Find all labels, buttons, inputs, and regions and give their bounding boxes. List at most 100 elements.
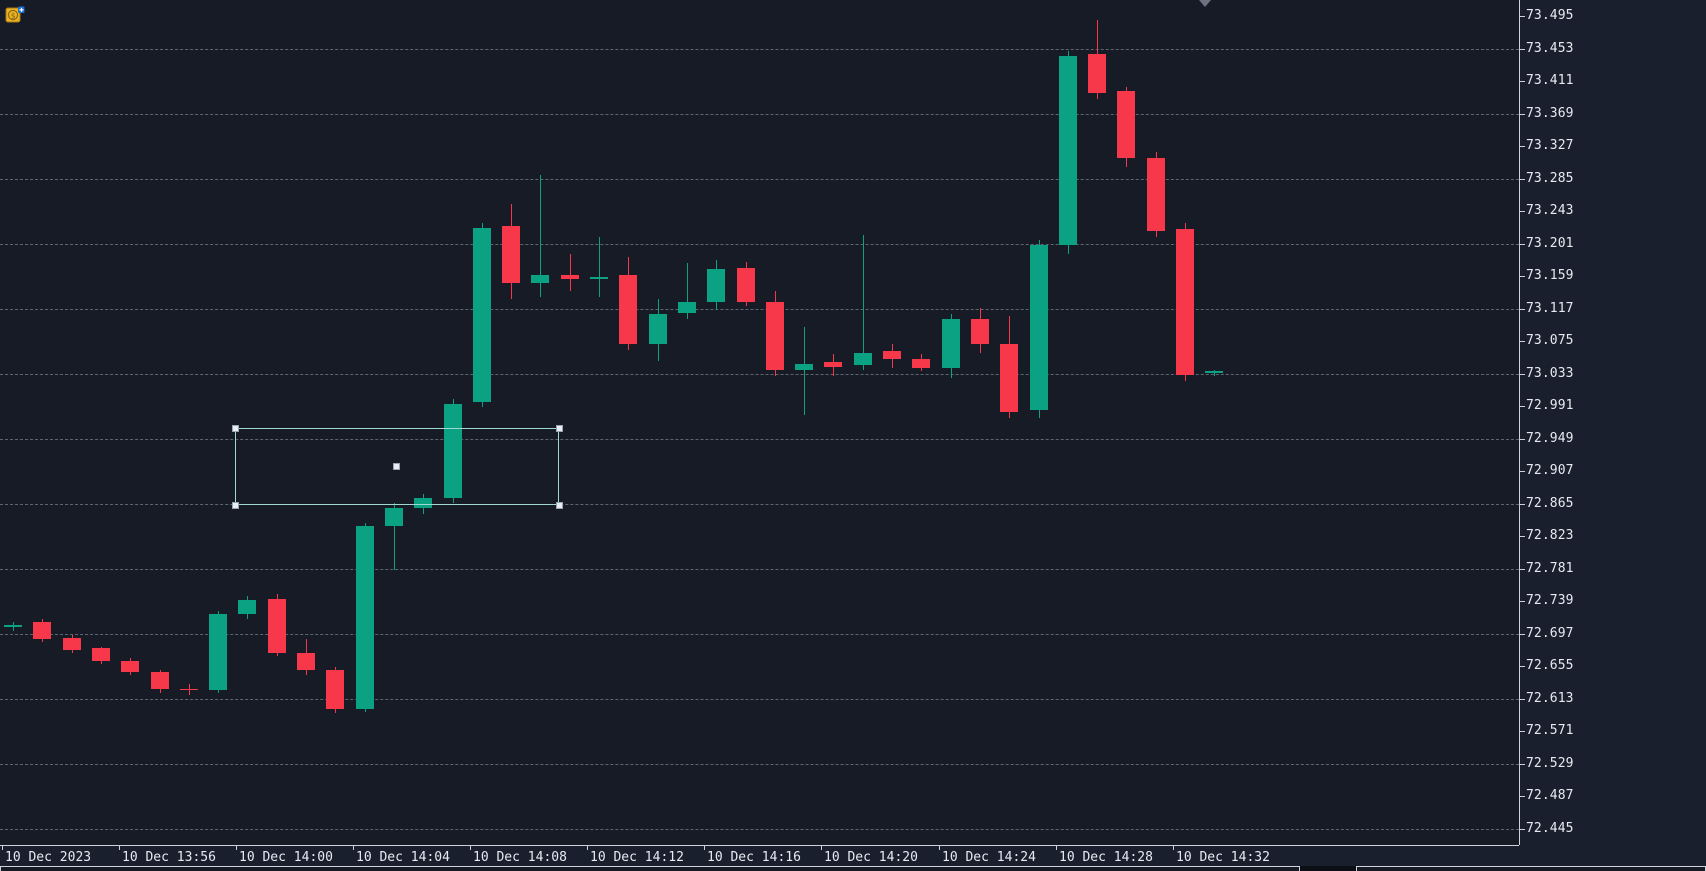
price-tick	[1519, 438, 1525, 440]
price-tick	[1519, 81, 1525, 83]
bottom-panel-left[interactable]	[0, 866, 1300, 871]
selection-handle-middle-inner[interactable]	[393, 463, 400, 470]
time-tick-label: 10 Dec 14:00	[239, 850, 333, 865]
price-tick-label: 72.445	[1526, 820, 1574, 836]
add-order-icon[interactable]: $	[5, 5, 25, 25]
price-tick-label: 72.907	[1526, 463, 1574, 479]
selection-handle-top-left[interactable]	[232, 425, 239, 432]
chart-plot-area[interactable]: $	[0, 0, 1519, 845]
candle-body	[766, 301, 784, 370]
price-tick	[1519, 16, 1525, 18]
candle-body	[619, 275, 637, 344]
price-tick-label: 73.495	[1526, 8, 1574, 24]
candle-body	[473, 227, 491, 403]
candle-body	[590, 277, 608, 279]
time-tick-label: 10 Dec 14:32	[1176, 850, 1270, 865]
candle-body	[1117, 91, 1135, 158]
price-tick-label: 72.949	[1526, 430, 1574, 446]
candle-body	[912, 359, 930, 369]
selection-handle-top-right[interactable]	[556, 425, 563, 432]
price-tick	[1519, 146, 1525, 148]
price-tick	[1519, 308, 1525, 310]
price-tick-label: 72.613	[1526, 690, 1574, 706]
price-tick-label: 73.117	[1526, 300, 1574, 316]
gridline	[0, 48, 1519, 50]
candle-body	[297, 653, 315, 671]
candle-body	[1088, 54, 1106, 93]
candle-body	[33, 622, 51, 640]
selection-handle-bottom-right[interactable]	[556, 502, 563, 509]
bottom-panel-right[interactable]	[1356, 866, 1706, 871]
price-tick	[1519, 763, 1525, 765]
gridline	[0, 178, 1519, 180]
price-tick	[1519, 48, 1525, 50]
price-tick-label: 72.487	[1526, 788, 1574, 804]
price-tick	[1519, 828, 1525, 830]
candle-wick	[1214, 369, 1215, 377]
candle-body	[1205, 371, 1223, 373]
gridline	[0, 373, 1519, 375]
gridline	[0, 503, 1519, 505]
candle-body	[414, 498, 432, 508]
gridline	[0, 113, 1519, 115]
candle-body	[502, 225, 520, 284]
candle-body	[385, 507, 403, 527]
price-tick-label: 72.865	[1526, 495, 1574, 511]
price-axis[interactable]: 73.495 73.453 73.411 73.369 73.327 73.285 73.2…	[1519, 0, 1706, 845]
candle-body	[824, 362, 842, 367]
candle-body	[121, 660, 139, 672]
candle-body	[531, 275, 549, 284]
time-tick	[2, 845, 3, 850]
price-tick-label: 73.453	[1526, 40, 1574, 56]
candle-wick	[804, 326, 805, 415]
time-tick	[470, 845, 471, 850]
price-tick-label: 72.991	[1526, 398, 1574, 414]
price-tick-label: 73.201	[1526, 235, 1574, 251]
time-tick	[236, 845, 237, 850]
time-tick-label: 10 Dec 14:24	[942, 850, 1036, 865]
candle-body	[92, 648, 110, 661]
candle-body	[883, 351, 901, 360]
price-tick-label: 72.823	[1526, 528, 1574, 544]
candle-body	[238, 600, 256, 615]
candle-body	[444, 403, 462, 499]
time-tick	[1056, 845, 1057, 850]
candle-wick	[13, 622, 14, 632]
candle-body	[649, 314, 667, 344]
price-tick-label: 73.243	[1526, 203, 1574, 219]
gridline	[0, 698, 1519, 700]
price-tick-label: 72.571	[1526, 723, 1574, 739]
selection-rectangle[interactable]	[232, 425, 563, 509]
time-tick-label: 10 Dec 14:28	[1059, 850, 1153, 865]
price-tick	[1519, 406, 1525, 408]
time-axis-line	[0, 845, 1519, 846]
candle-body	[707, 269, 725, 302]
chart-top-marker-icon[interactable]	[1199, 0, 1211, 7]
selection-handle-bottom-left[interactable]	[232, 502, 239, 509]
svg-text:$: $	[11, 11, 16, 20]
time-tick-label: 10 Dec 14:16	[707, 850, 801, 865]
time-tick	[587, 845, 588, 850]
time-tick-label: 10 Dec 14:12	[590, 850, 684, 865]
time-tick	[353, 845, 354, 850]
candle-body	[795, 363, 813, 370]
price-tick-label: 72.739	[1526, 593, 1574, 609]
price-tick	[1519, 211, 1525, 213]
candle-body	[356, 526, 374, 709]
time-tick	[1173, 845, 1174, 850]
candle-body	[151, 671, 169, 689]
gridline	[0, 243, 1519, 245]
candle-body	[1030, 244, 1048, 411]
price-tick	[1519, 373, 1525, 375]
gridline	[0, 633, 1519, 635]
time-tick-label: 10 Dec 14:20	[824, 850, 918, 865]
gridline	[0, 438, 1519, 440]
candle-body	[678, 301, 696, 313]
price-tick	[1519, 666, 1525, 668]
candle-wick	[863, 235, 864, 370]
candle-body	[971, 318, 989, 344]
time-tick-label: 10 Dec 2023	[5, 850, 92, 865]
price-tick	[1519, 568, 1525, 570]
candle-body	[326, 670, 344, 709]
